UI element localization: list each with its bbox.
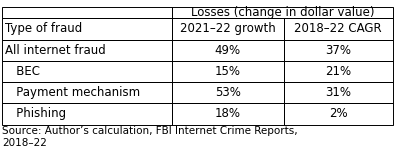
Text: 21%: 21% (325, 65, 351, 78)
Text: Losses (change in dollar value): Losses (change in dollar value) (191, 6, 374, 19)
Text: 2018–22 CAGR: 2018–22 CAGR (294, 22, 382, 35)
Bar (284, 61, 393, 82)
Bar (284, 18, 393, 40)
Bar (172, 7, 393, 18)
Text: All internet fraud: All internet fraud (5, 44, 106, 57)
Bar (2, 18, 172, 40)
Bar (172, 40, 284, 61)
Text: 2021–22 growth: 2021–22 growth (180, 22, 276, 35)
Text: 37%: 37% (325, 44, 351, 57)
Bar (2, 61, 172, 82)
Bar (2, 7, 172, 18)
Text: Source: Author’s calculation, FBI Internet Crime Reports,
2018–22: Source: Author’s calculation, FBI Intern… (2, 126, 297, 148)
Text: 18%: 18% (215, 107, 241, 120)
Bar (284, 103, 393, 124)
Bar (284, 82, 393, 103)
Text: Payment mechanism: Payment mechanism (5, 86, 140, 99)
Text: Phishing: Phishing (5, 107, 66, 120)
Bar (172, 61, 284, 82)
Bar (2, 40, 172, 61)
Bar (172, 82, 284, 103)
Text: 2%: 2% (329, 107, 348, 120)
Text: 31%: 31% (325, 86, 351, 99)
Text: BEC: BEC (5, 65, 40, 78)
Bar (2, 103, 172, 124)
Bar (172, 103, 284, 124)
Text: 49%: 49% (215, 44, 241, 57)
Text: 53%: 53% (215, 86, 241, 99)
Text: 15%: 15% (215, 65, 241, 78)
Text: Type of fraud: Type of fraud (5, 22, 83, 35)
Bar (284, 40, 393, 61)
Bar (172, 18, 284, 40)
Bar (2, 82, 172, 103)
